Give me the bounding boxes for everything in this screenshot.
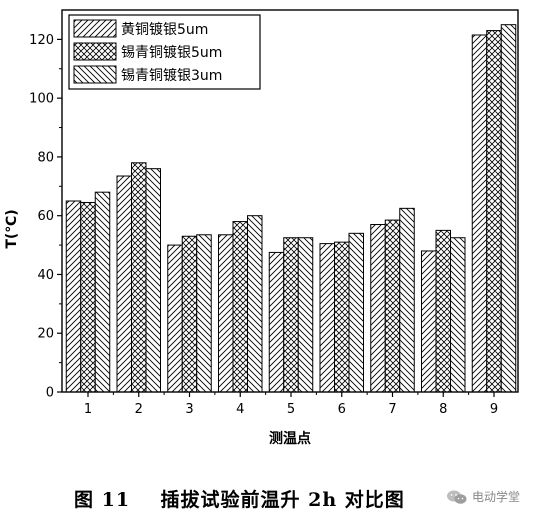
bar-5-series-3	[297, 237, 314, 393]
bar-6-series-2	[334, 241, 350, 393]
bar-5-series-1	[268, 251, 285, 393]
x-axis-ticks: 1 2 3 4 5 6 7 8 9	[84, 392, 498, 417]
y-tick-label: 60	[37, 209, 54, 224]
wechat-icon	[447, 490, 467, 504]
y-tick-label: 80	[37, 150, 54, 165]
legend-label-3: 锡青铜镀银3um	[121, 67, 222, 84]
legend: 黄铜镀银5um 锡青铜镀银5um 锡青铜镀银3um	[68, 14, 261, 90]
axes-layer	[61, 9, 519, 393]
x-tick-label: 2	[135, 402, 143, 417]
x-tick-label: 4	[236, 402, 244, 417]
x-axis-label: 测温点	[269, 430, 311, 447]
legend-swatch-2	[73, 42, 117, 61]
y-tick-label: 0	[46, 386, 54, 401]
x-tick-label: 9	[490, 402, 498, 417]
y-tick-label: 20	[37, 327, 54, 342]
bar-4-series-2	[232, 221, 248, 393]
bar-chart: 0 20 40 60 80 100 120 1 2 3 4 5 6 7 8 9 T(℃) 测温点 黄铜镀银5…	[4, 9, 519, 447]
y-axis-label: T(℃)	[4, 209, 20, 248]
caption-text: 图 11 插拔试验前温升 2h 对比图	[74, 489, 405, 511]
bar-3-series-1	[167, 244, 183, 393]
x-tick-label: 6	[338, 402, 346, 417]
bar-1-series-1	[65, 200, 82, 393]
bar-2-series-1	[116, 175, 132, 393]
y-tick-label: 100	[29, 92, 54, 107]
watermark-text: 电动学堂	[472, 490, 521, 504]
x-tick-label: 7	[388, 402, 396, 417]
bar-5-series-2	[283, 237, 299, 393]
legend-label-2: 锡青铜镀银5um	[121, 44, 222, 61]
bar-3-series-2	[181, 235, 198, 393]
bar-6-series-3	[348, 232, 364, 393]
bar-8-series-3	[450, 237, 466, 393]
bar-2-series-3	[145, 168, 161, 393]
x-tick-label: 1	[84, 402, 92, 417]
y-tick-label: 40	[37, 268, 54, 283]
watermark: 电动学堂	[446, 488, 520, 505]
bar-9-series-3	[500, 24, 517, 393]
plot-frame	[61, 9, 519, 393]
bars-layer	[65, 24, 517, 393]
bar-1-series-2	[80, 201, 96, 393]
bar-8-series-2	[435, 229, 451, 393]
legend-swatch-1	[73, 19, 117, 38]
y-tick-label: 120	[29, 33, 54, 48]
x-tick-label: 3	[185, 402, 193, 417]
x-tick-label: 5	[287, 402, 295, 417]
bar-6-series-1	[319, 243, 335, 393]
bar-1-series-3	[94, 191, 111, 393]
bar-9-series-2	[486, 30, 502, 393]
figure-caption: 图 11 插拔试验前温升 2h 对比图	[0, 480, 554, 516]
bar-7-series-1	[370, 224, 386, 393]
bar-7-series-2	[384, 219, 401, 393]
bar-4-series-1	[218, 234, 234, 393]
bar-8-series-1	[421, 250, 437, 393]
bar-4-series-3	[247, 215, 263, 393]
legend-label-1: 黄铜镀银5um	[121, 21, 208, 38]
legend-swatch-3	[73, 65, 117, 84]
y-axis-ticks: 0 20 40 60 80 100 120	[29, 33, 62, 401]
bar-3-series-3	[196, 234, 212, 393]
bar-7-series-3	[399, 207, 415, 393]
x-tick-label: 8	[439, 402, 447, 417]
bar-2-series-2	[131, 162, 147, 393]
bar-9-series-1	[471, 34, 488, 393]
